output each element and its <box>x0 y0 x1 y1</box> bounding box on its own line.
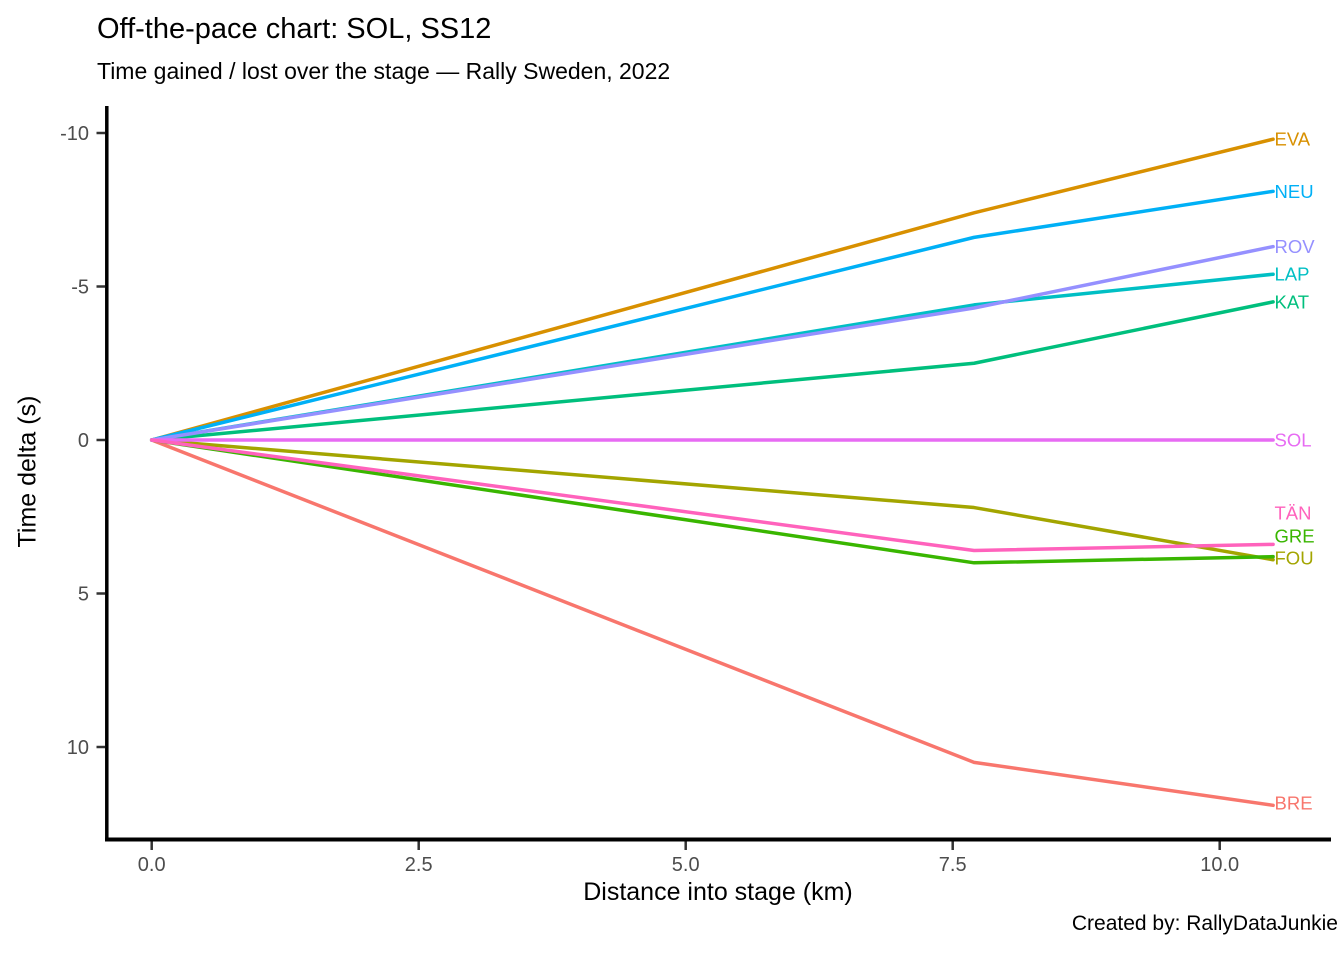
series-line-GRE <box>149 438 1275 565</box>
series-label-TÄN: TÄN <box>1275 503 1312 524</box>
x-tick-label: 10.0 <box>1200 854 1239 876</box>
series-label-ROV: ROV <box>1275 236 1316 257</box>
series-label-KAT: KAT <box>1275 291 1310 312</box>
series-line-ROV <box>149 244 1275 442</box>
series-line-EVA <box>149 137 1275 442</box>
series-line-BRE <box>149 438 1275 808</box>
series-label-GRE: GRE <box>1275 526 1315 547</box>
y-tick-label: 10 <box>67 737 89 759</box>
series-label-EVA: EVA <box>1275 129 1311 150</box>
series-label-SOL: SOL <box>1275 430 1312 451</box>
y-tick-label: -5 <box>71 277 89 299</box>
chart-subtitle: Time gained / lost over the stage — Rall… <box>97 58 671 84</box>
x-tick-label: 7.5 <box>939 854 967 876</box>
x-axis-title: Distance into stage (km) <box>583 878 853 906</box>
series-label-LAP: LAP <box>1275 264 1310 285</box>
series-line-FOU <box>149 438 1275 562</box>
y-tick-label: 0 <box>78 430 89 452</box>
y-tick-label: 5 <box>78 584 89 606</box>
series-label-NEU: NEU <box>1275 181 1314 202</box>
x-tick-label: 2.5 <box>405 854 433 876</box>
x-tick-label: 0.0 <box>138 854 166 876</box>
series-line-KAT <box>149 300 1275 442</box>
series-label-FOU: FOU <box>1275 548 1314 569</box>
y-tick-label: -10 <box>60 123 89 145</box>
series-line-NEU <box>149 189 1275 442</box>
series-label-BRE: BRE <box>1275 792 1313 813</box>
chart-title: Off-the-pace chart: SOL, SS12 <box>97 13 492 45</box>
x-tick-label: 5.0 <box>672 854 700 876</box>
series-line-TÄN <box>149 438 1275 553</box>
series-line-LAP <box>149 272 1275 442</box>
chart-caption: Created by: RallyDataJunkie <box>1071 912 1338 935</box>
